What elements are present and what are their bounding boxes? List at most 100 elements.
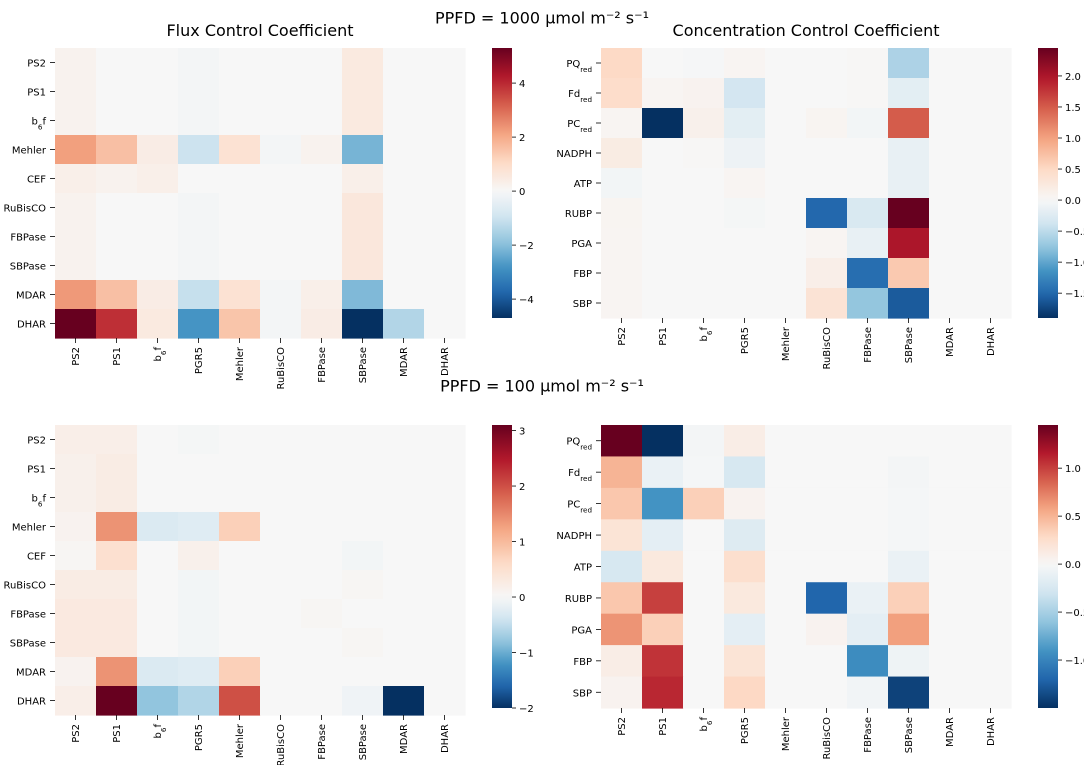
heatmap-cell — [260, 106, 302, 136]
heatmap-cell — [424, 686, 466, 716]
heatmap-cell — [601, 456, 643, 489]
heatmap-cell — [260, 251, 302, 281]
col-label: PS2 — [617, 717, 628, 736]
row-label: SBPase — [10, 262, 46, 273]
row-label: b6f — [32, 117, 47, 132]
heatmap-cell — [970, 78, 1012, 109]
heatmap-cell — [219, 599, 261, 629]
heatmap-cell — [424, 280, 466, 310]
heatmap-cell — [55, 599, 97, 629]
heatmap-cell — [96, 686, 138, 716]
heatmap-cell — [642, 550, 684, 583]
heatmap-cell — [219, 541, 261, 571]
heatmap-cell — [342, 193, 384, 223]
heatmap-cell — [342, 483, 384, 513]
heatmap-cell — [929, 258, 971, 289]
colorbar-tick-label: −1.0 — [1065, 258, 1084, 269]
heatmap-cell — [724, 138, 766, 169]
row-label: RUBP — [565, 209, 592, 220]
col-label: PS2 — [71, 724, 82, 743]
heatmap-cell — [765, 456, 807, 489]
heatmap-cell — [765, 288, 807, 319]
heatmap-cell — [424, 309, 466, 339]
heatmap-cell — [301, 222, 343, 252]
heatmap-cell — [301, 135, 343, 165]
heatmap-cell — [970, 48, 1012, 79]
col-label: PGR5 — [740, 717, 751, 744]
heatmap-cell — [260, 77, 302, 107]
heatmap-cell — [96, 541, 138, 571]
heatmap-cell — [424, 570, 466, 600]
heatmap-cell — [888, 456, 930, 489]
heatmap-cell — [424, 541, 466, 571]
heatmap-cell — [724, 425, 766, 458]
heatmap-cell — [301, 454, 343, 484]
heatmap-cell — [929, 550, 971, 583]
concentration-control-heatmap-low-light: PQred Fdred PCred NADPH ATP RUBP PGA FBP SBP PS2 P… — [556, 425, 1084, 760]
colorbar-tick-label: 1.5 — [1065, 103, 1081, 114]
heatmap-cell — [342, 280, 384, 310]
heatmap-cell — [260, 135, 302, 165]
row-label: FBPase — [10, 610, 46, 621]
heatmap-cell — [219, 686, 261, 716]
heatmap-cell — [383, 106, 425, 136]
heatmap-cell — [55, 193, 97, 223]
heatmap-cell — [55, 541, 97, 571]
heatmap-cell — [260, 193, 302, 223]
heatmap-cell — [383, 512, 425, 542]
heatmap-cell — [929, 613, 971, 646]
heatmap-cell — [806, 613, 848, 646]
heatmap-cell — [970, 108, 1012, 139]
heatmap-cell — [55, 251, 97, 281]
colorbar-tick-label: −0.5 — [1065, 227, 1084, 238]
heatmap-cell — [683, 78, 725, 109]
heatmap-cell — [970, 138, 1012, 169]
col-label: DHAR — [440, 724, 451, 753]
heatmap-cell — [970, 487, 1012, 520]
heatmap-cell — [178, 657, 220, 687]
heatmap-cell — [970, 519, 1012, 552]
panel-title: Concentration Control Coefficient — [673, 21, 940, 40]
heatmap-cell — [219, 106, 261, 136]
heatmap-cell — [847, 48, 889, 79]
heatmap-cell — [301, 77, 343, 107]
heatmap-cell — [929, 198, 971, 229]
heatmap-cell — [724, 487, 766, 520]
heatmap-cell — [970, 258, 1012, 289]
col-label: FBPase — [863, 717, 874, 753]
colorbar — [492, 425, 512, 708]
heatmap-cell — [806, 519, 848, 552]
heatmap-cell — [806, 228, 848, 259]
colorbar-tick-label: 0.0 — [1065, 560, 1081, 571]
heatmap-cell — [137, 193, 179, 223]
heatmap-cell — [601, 138, 643, 169]
heatmap-cell — [806, 425, 848, 458]
heatmap-cell — [683, 645, 725, 678]
figure-title-low-light: PPFD = 100 μmol m⁻² s⁻¹ — [440, 377, 644, 396]
heatmap-cell — [683, 676, 725, 709]
heatmap-cell — [96, 280, 138, 310]
heatmap-cell — [683, 519, 725, 552]
heatmap-cell — [219, 164, 261, 194]
heatmap-cell — [424, 77, 466, 107]
heatmap-cell — [929, 582, 971, 615]
heatmap-cell — [806, 78, 848, 109]
heatmap-cell — [383, 657, 425, 687]
heatmap-cell — [260, 280, 302, 310]
heatmap-cell — [424, 512, 466, 542]
col-label: b6f — [153, 724, 168, 739]
colorbar-tick-label: −1 — [519, 649, 534, 660]
heatmap-cell — [342, 222, 384, 252]
colorbar-tick-label: −1.5 — [1065, 289, 1084, 300]
heatmap-cell — [55, 48, 97, 78]
heatmap-cell — [260, 512, 302, 542]
heatmap-cell — [219, 222, 261, 252]
heatmap-cell — [847, 258, 889, 289]
heatmap-cell — [424, 193, 466, 223]
heatmap-cell — [601, 288, 643, 319]
heatmap-cell — [847, 487, 889, 520]
heatmap-cell — [178, 251, 220, 281]
heatmap-cell — [847, 108, 889, 139]
colorbar-tick-label: 0 — [519, 187, 525, 198]
